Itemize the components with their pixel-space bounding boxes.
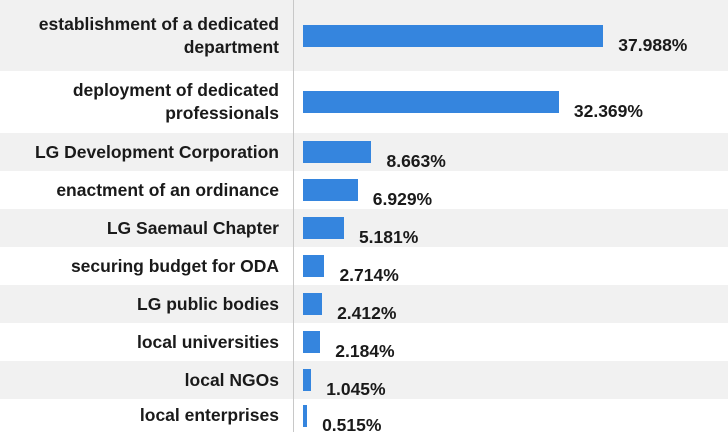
bar [303,293,323,315]
value-label: 2.184% [335,341,395,361]
value-label: 8.663% [386,151,446,171]
bar [303,255,325,277]
category-label: enactment of an ordinance [56,179,279,200]
value-label: 2.412% [337,303,397,323]
category-label: securing budget for ODA [70,255,279,276]
value-label: 32.369% [573,101,643,121]
value-label: 37.988% [618,35,688,55]
chart-row: enactment of an ordinance 6.929% [0,171,728,209]
chart-row: LG public bodies 2.412% [0,285,728,323]
category-label: LG public bodies [137,293,279,314]
chart-row: local NGOs 1.045% [0,361,728,399]
chart-row: LG Saemaul Chapter 5.181% [0,209,728,247]
category-label: establishment of a dedicated department [38,13,279,57]
value-label: 6.929% [372,189,433,209]
category-label: LG Saemaul Chapter [106,217,279,238]
bar [303,25,604,47]
value-label: 0.515% [322,415,382,435]
chart-row: establishment of a dedicated department 3… [0,0,728,71]
chart-row: local universities 2.184% [0,323,728,361]
bar [303,91,559,113]
category-label: local enterprises [139,405,279,425]
bar [303,141,372,163]
bar [303,217,344,239]
bar [303,331,321,353]
category-label: LG Development Corporation [34,141,279,162]
category-label: local NGOs [184,369,279,390]
chart-row: local enterprises 0.515% [0,399,728,435]
chart-row: deployment of dedicated professionals 32.… [0,71,728,133]
category-label: local universities [136,331,279,352]
bar [303,405,308,427]
value-label: 2.714% [339,265,399,285]
bar [303,179,358,201]
chart-row: securing budget for ODA 2.714% [0,247,728,285]
category-axis-line [293,0,294,432]
chart-row: LG Development Corporation 8.663% [0,133,728,171]
bar [303,369,312,391]
value-label: 1.045% [326,379,386,399]
value-label: 5.181% [358,227,419,247]
category-label: deployment of dedicated professionals [72,80,279,123]
